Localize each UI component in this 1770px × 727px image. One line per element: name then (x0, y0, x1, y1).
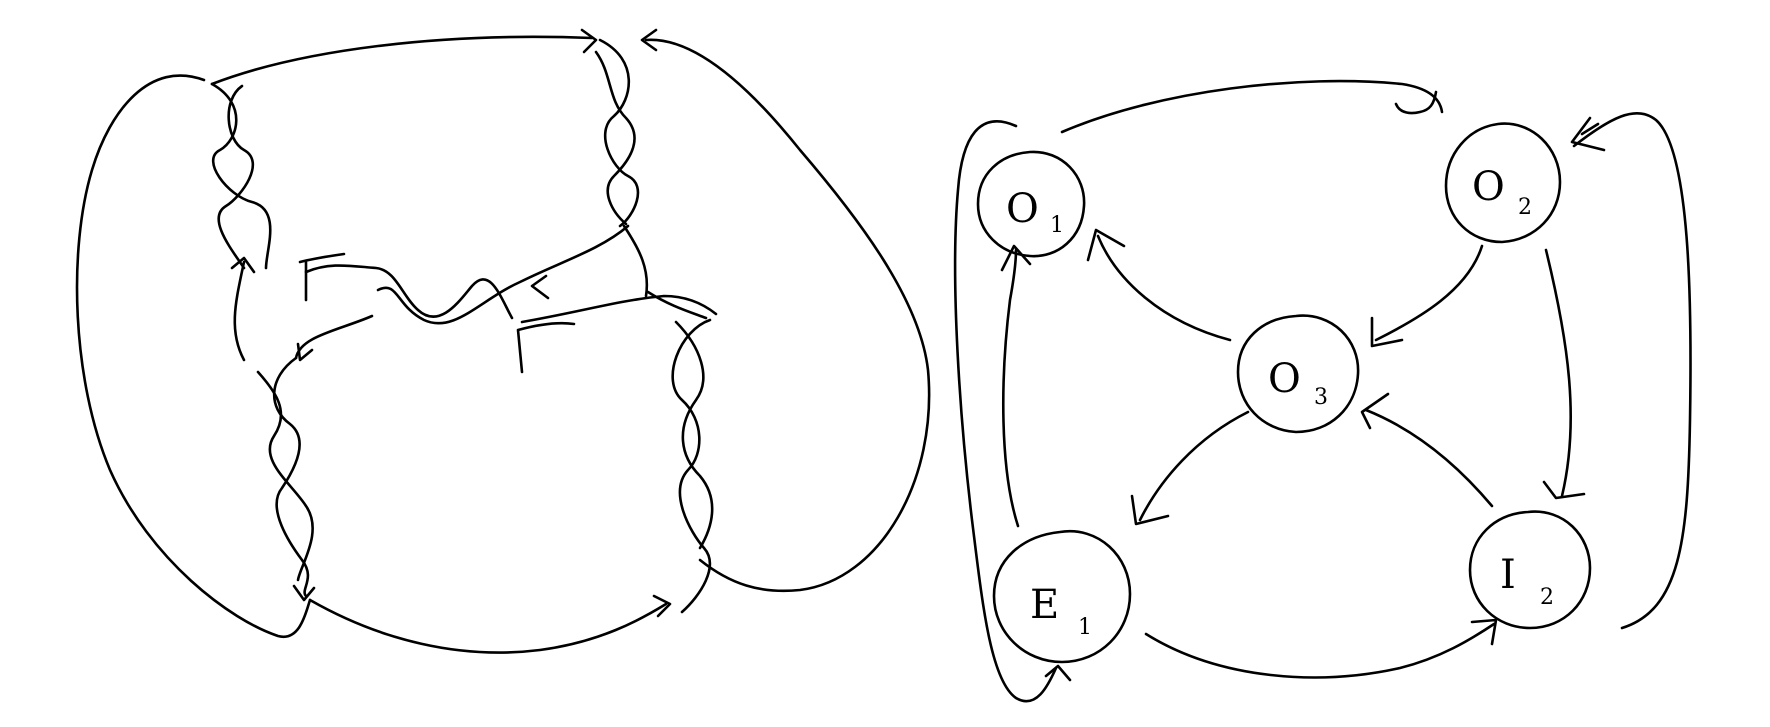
node-circle (1468, 510, 1592, 630)
arrowhead (230, 256, 256, 274)
edge-e2-o3 (1364, 408, 1494, 508)
node-o2-sub: 2 (1518, 195, 1532, 220)
twist-strand (210, 82, 272, 270)
node-circle (976, 150, 1086, 258)
node-o3-sub: 3 (1314, 385, 1328, 410)
arrowhead (292, 584, 316, 602)
edge-o2-o3 (1374, 244, 1484, 342)
edge-e1-self-loop (953, 120, 1058, 703)
edge-e1-e2 (1144, 622, 1496, 679)
edge-o2-self-loop (1572, 111, 1692, 630)
node-e1-sub: 1 (1078, 615, 1092, 640)
twist-strand (598, 38, 640, 228)
arrowhead (296, 342, 314, 362)
twist-strand (594, 50, 636, 226)
edge-o3-e1 (1138, 410, 1250, 522)
node-o1: O 1 (976, 150, 1086, 258)
link-left-outer-loop (75, 74, 312, 639)
arrowhead (580, 28, 598, 54)
crossing-tick (298, 252, 346, 302)
arrowhead (1470, 618, 1498, 646)
node-o2: O 2 (1444, 122, 1562, 244)
twist-strand (217, 84, 255, 270)
node-o2-letter: O (1472, 164, 1505, 210)
middle-twist-strand (304, 264, 514, 320)
crossing-tick (646, 290, 708, 320)
twist-strand (272, 356, 310, 598)
node-o3: O 3 (1236, 314, 1360, 434)
arrowhead (530, 274, 550, 300)
link-lower-left-connector (294, 314, 374, 360)
link-right-outer-loop (644, 38, 931, 593)
arrowhead (652, 594, 672, 618)
arrowhead (1086, 228, 1126, 262)
crossing-tick (516, 321, 576, 374)
arrowhead (1044, 664, 1072, 682)
node-e1-letter: E (1030, 582, 1059, 628)
node-e2: I 2 (1468, 510, 1592, 630)
arrowhead (1000, 244, 1032, 272)
link-bottom-arc (308, 598, 668, 654)
arrowhead (1130, 494, 1170, 526)
node-o1-letter: O (1006, 186, 1039, 232)
arrowhead (640, 28, 658, 52)
edge-o2-e2 (1544, 248, 1572, 498)
middle-twist-strand (376, 224, 630, 325)
arrowhead (1370, 316, 1404, 348)
link-top-arc (210, 35, 594, 86)
node-circle (1444, 122, 1562, 244)
node-o1-sub: 1 (1050, 213, 1064, 238)
state-graph-figure: O 1 O 2 O 3 E 1 I 2 (953, 79, 1692, 703)
edge-o3-o1 (1096, 234, 1232, 342)
twist-strand (671, 318, 712, 614)
arrowhead (1570, 116, 1606, 152)
node-e2-letter: I (1500, 552, 1516, 598)
node-circle (992, 529, 1132, 664)
braided-link-figure (75, 28, 931, 654)
arrowhead (1394, 90, 1438, 115)
arrowhead (1360, 392, 1390, 430)
link-right-upper-strand (520, 294, 718, 324)
twist-strand (256, 370, 314, 582)
edge-e1-o1 (1001, 248, 1020, 528)
node-circle (1236, 314, 1360, 434)
node-e1: E 1 (992, 529, 1132, 664)
node-e2-sub: 2 (1540, 585, 1554, 610)
link-left-inner-strand (233, 260, 246, 362)
twist-strand (674, 320, 714, 550)
edge-o1-o2 (1060, 79, 1444, 134)
arrowhead (1542, 480, 1586, 500)
link-right-connector (622, 224, 649, 298)
arrowhead (1580, 122, 1600, 136)
node-o3-letter: O (1268, 356, 1301, 402)
